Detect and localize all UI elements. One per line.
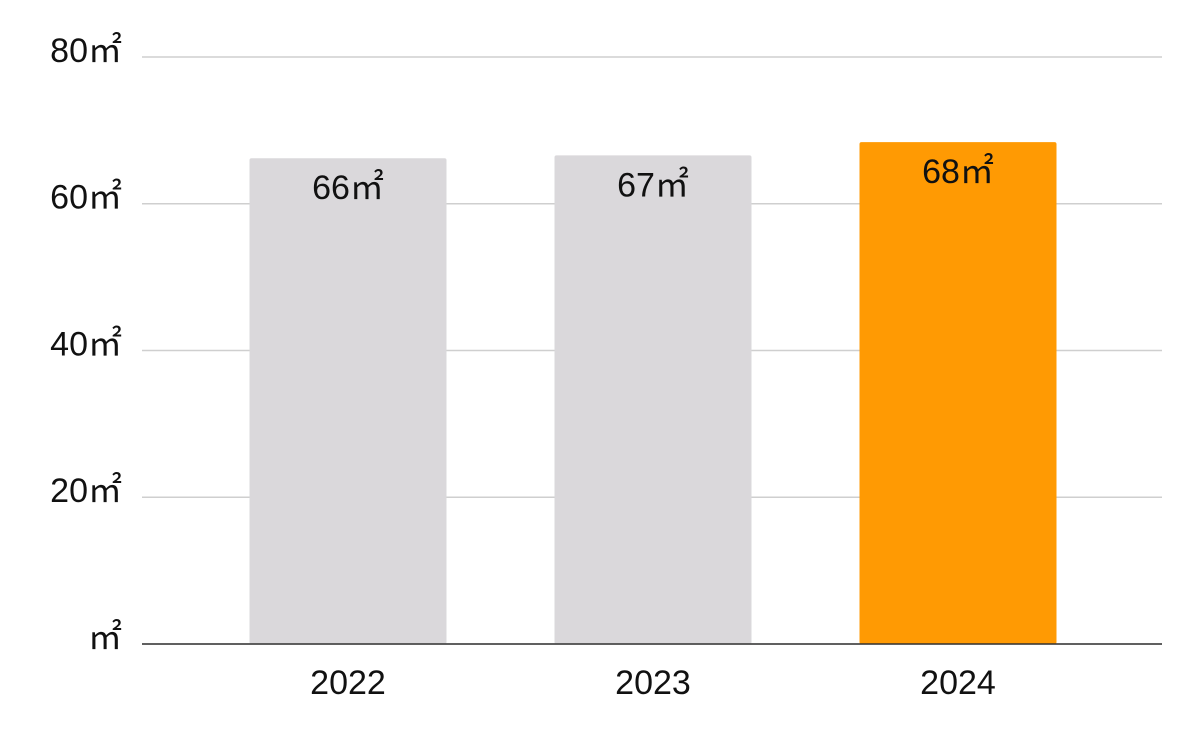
x-tick-label: 2022: [310, 664, 386, 702]
data-label: 66㎡: [312, 169, 384, 207]
y-tick-label: 20㎡: [50, 472, 122, 510]
y-tick-label: 60㎡: [50, 179, 122, 217]
x-tick-label: 2024: [920, 664, 996, 702]
y-tick-label: 40㎡: [50, 325, 122, 363]
data-label: 67㎡: [617, 166, 689, 204]
y-tick-label: ㎡: [88, 619, 122, 657]
bar: [249, 158, 447, 644]
x-tick-label: 2023: [615, 664, 691, 702]
bar: [554, 155, 752, 644]
bar: [859, 142, 1057, 645]
y-tick-label: 80㎡: [50, 32, 122, 70]
data-label: 68㎡: [922, 153, 994, 191]
